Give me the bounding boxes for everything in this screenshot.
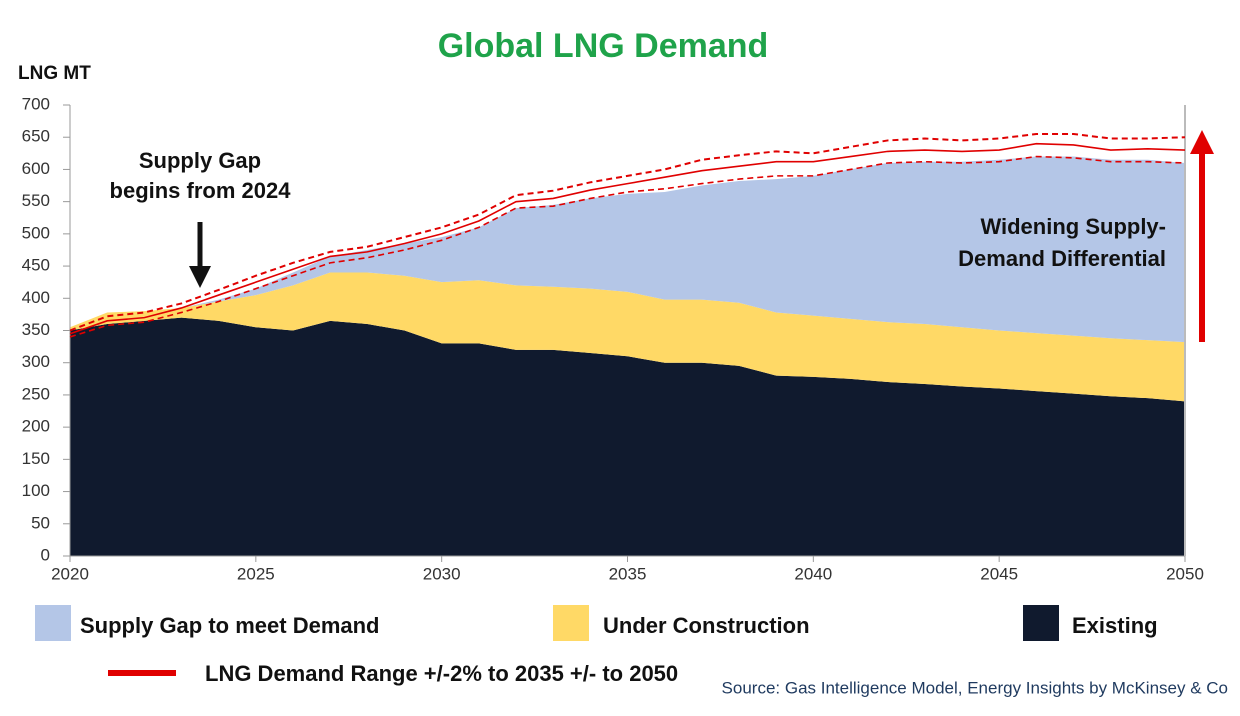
legend-label: Existing <box>1072 613 1158 638</box>
demand-line <box>69 142 1186 335</box>
y-axis-label: LNG MT <box>18 63 91 84</box>
x-tick-label: 2045 <box>980 564 1018 583</box>
annotation: begins from 2024 <box>110 178 292 203</box>
area <box>70 317 1185 556</box>
y-tick-label: 400 <box>22 288 50 307</box>
y-tick-label: 200 <box>22 417 50 436</box>
x-tick-label: 2040 <box>794 564 832 583</box>
x-tick-label: 2025 <box>237 564 275 583</box>
x-tick-label: 2050 <box>1166 564 1204 583</box>
legend-swatch <box>553 605 589 641</box>
arrow-head <box>189 266 211 288</box>
y-tick-label: 700 <box>22 94 50 113</box>
y-tick-label: 550 <box>22 191 50 210</box>
y-tick-label: 450 <box>22 256 50 275</box>
legend-swatch <box>35 605 71 641</box>
demand-line <box>69 155 1186 338</box>
annotation: Widening Supply- <box>980 214 1166 239</box>
source: Source: Gas Intelligence Model, Energy I… <box>722 678 1228 697</box>
legend-label: Under Construction <box>603 613 810 638</box>
area <box>70 156 1185 343</box>
chart-title: Global LNG Demand <box>438 27 769 65</box>
legend-swatch <box>1023 605 1059 641</box>
area <box>70 272 1185 402</box>
y-tick-label: 600 <box>22 159 50 178</box>
y-tick-label: 50 <box>31 513 50 532</box>
legend-label: Supply Gap to meet Demand <box>80 613 380 638</box>
y-tick-label: 500 <box>22 223 50 242</box>
y-tick-label: 100 <box>22 481 50 500</box>
annotation: Supply Gap <box>139 148 261 173</box>
annotation: Demand Differential <box>958 246 1166 271</box>
arrow-head <box>1190 130 1214 154</box>
y-tick-label: 0 <box>41 545 50 564</box>
y-tick-label: 300 <box>22 352 50 371</box>
demand-line <box>69 132 1186 332</box>
y-tick-label: 150 <box>22 449 50 468</box>
y-tick-label: 350 <box>22 320 50 339</box>
x-tick-label: 2030 <box>423 564 461 583</box>
x-tick-label: 2020 <box>51 564 89 583</box>
y-tick-label: 650 <box>22 127 50 146</box>
y-tick-label: 250 <box>22 384 50 403</box>
x-tick-label: 2035 <box>609 564 647 583</box>
legend-label: LNG Demand Range +/-2% to 2035 +/- to 20… <box>205 661 678 686</box>
